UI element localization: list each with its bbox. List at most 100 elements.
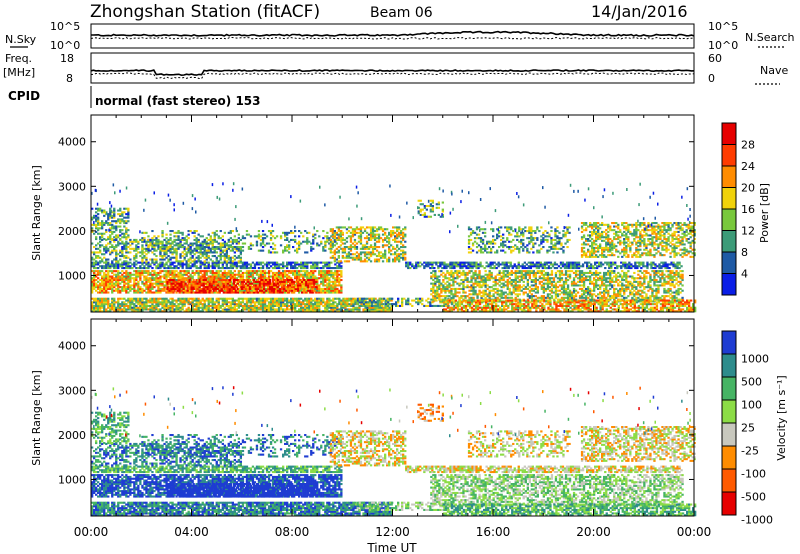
rti-cell [297, 289, 300, 292]
rti-cell [467, 267, 470, 270]
rti-cell [97, 255, 100, 258]
rti-cell [351, 230, 355, 233]
rti-cell [101, 223, 104, 226]
rti-cell [318, 277, 321, 280]
rti-cell [105, 277, 108, 280]
rti-cell [369, 231, 373, 234]
rti-cell [453, 263, 456, 266]
rti-cell [376, 301, 380, 304]
rti-cell [167, 271, 170, 274]
rti-cell [328, 265, 331, 268]
rti-cell [369, 244, 373, 247]
rti-cell [163, 301, 166, 304]
rti-cell [397, 301, 400, 304]
rti-cell [165, 261, 168, 264]
rti-cell [115, 253, 118, 256]
rti-cell [119, 207, 122, 210]
rti-cell [256, 284, 260, 287]
rti-cell [123, 207, 126, 210]
rti-cell [145, 303, 148, 306]
rti-cell [243, 242, 247, 245]
rti-cell [91, 301, 94, 304]
rti-cell [271, 280, 275, 283]
rti-cell [101, 238, 104, 241]
rti-cell [477, 263, 480, 266]
rti-cell [382, 299, 385, 302]
rti-cell [282, 271, 285, 274]
rti-cell [359, 231, 363, 234]
rti-cell [298, 270, 301, 273]
rti-cell [133, 280, 136, 283]
rti-cell [370, 310, 373, 313]
rti-cell [143, 275, 146, 278]
rti-cell [177, 271, 180, 274]
rti-cell [266, 282, 270, 285]
rti-cell [211, 297, 214, 300]
rti-cell [153, 271, 156, 274]
rti-cell [171, 256, 174, 259]
rti-cell [105, 265, 108, 268]
rti-cell [282, 249, 285, 252]
rti-cell [153, 246, 156, 249]
rti-cell [123, 216, 126, 219]
rti-cell [267, 261, 271, 264]
rti-cell [304, 273, 307, 276]
rti-cell [361, 244, 365, 247]
rti-cell [121, 229, 124, 232]
rti-cell [107, 265, 110, 268]
rti-cell [377, 235, 381, 238]
rti-cell [137, 282, 140, 285]
rti-cell [228, 291, 232, 294]
rti-cell [247, 233, 251, 236]
rti-cell [287, 291, 290, 294]
rti-cell [237, 260, 241, 263]
rti-cell [161, 275, 164, 278]
rti-cell [257, 270, 261, 273]
rti-cell [151, 308, 154, 311]
rti-cell [95, 282, 98, 285]
rti-cell [378, 299, 381, 302]
rti-cell [155, 249, 158, 252]
rti-cell [347, 251, 351, 254]
rti-cell [403, 297, 406, 300]
rti-cell [362, 308, 365, 311]
rti-cell [328, 271, 331, 274]
rti-cell [103, 299, 106, 302]
rti-cell [188, 284, 191, 287]
rti-cell [286, 231, 289, 234]
rti-cell [255, 306, 259, 309]
rti-cell [298, 303, 301, 306]
rti-cell [435, 263, 438, 266]
rti-cell [213, 238, 216, 241]
rti-cell [217, 265, 220, 268]
rti-cell [145, 304, 148, 307]
rti-cell [224, 282, 228, 285]
rti-cell [332, 308, 335, 311]
rti-cell [166, 279, 169, 282]
rti-cell [201, 263, 204, 266]
rti-cell [368, 301, 372, 304]
rti-cell [195, 240, 198, 243]
rti-cell [145, 261, 148, 264]
rti-cell [199, 246, 202, 249]
rti-cell [277, 303, 281, 306]
rti-cell [208, 289, 211, 292]
rti-cell [225, 244, 229, 247]
rti-cell [135, 297, 138, 300]
rti-cell [210, 286, 213, 289]
rti-cell [195, 237, 198, 240]
rti-cell [330, 291, 333, 294]
rti-cell [368, 304, 372, 307]
rti-cell [407, 303, 410, 306]
rti-cell [107, 306, 110, 309]
rti-cell [207, 310, 210, 313]
rti-cell [97, 287, 100, 290]
rti-cell [137, 280, 140, 283]
rti-cell [187, 275, 190, 278]
rti-cell [115, 249, 118, 252]
rti-cell [369, 260, 373, 263]
rti-cell [248, 287, 252, 290]
rti-cell [176, 284, 179, 287]
rti-cell [269, 238, 273, 241]
rti-cell [105, 261, 108, 264]
